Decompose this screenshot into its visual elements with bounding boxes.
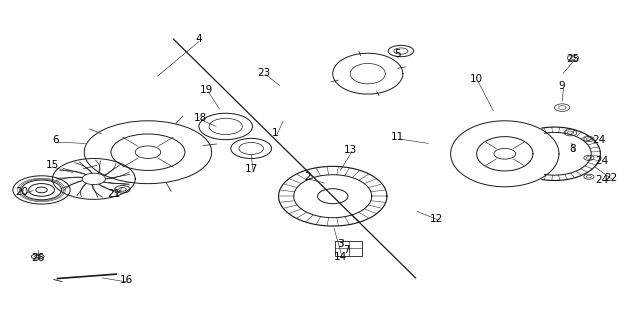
Text: 17: 17: [244, 164, 258, 173]
Text: 26: 26: [31, 253, 44, 263]
Text: 1: 1: [272, 128, 278, 138]
Text: 19: 19: [200, 85, 213, 95]
Text: 24: 24: [595, 175, 608, 185]
Text: 8: 8: [570, 144, 576, 154]
Bar: [335, 241, 362, 256]
Text: 9: 9: [559, 81, 566, 91]
Text: 24: 24: [595, 156, 608, 166]
Text: 12: 12: [429, 214, 443, 224]
Text: 14: 14: [334, 251, 347, 262]
Text: 11: 11: [391, 132, 404, 142]
Text: 2: 2: [304, 172, 310, 182]
Text: 6: 6: [52, 135, 59, 145]
Text: 4: 4: [196, 34, 202, 44]
Text: 24: 24: [592, 135, 605, 145]
Text: 13: 13: [343, 145, 356, 155]
Text: 25: 25: [566, 54, 580, 64]
Text: 5: 5: [394, 49, 401, 59]
Text: 7: 7: [344, 245, 350, 255]
Text: 3: 3: [337, 239, 344, 249]
Text: 22: 22: [605, 173, 618, 183]
Text: 15: 15: [45, 160, 59, 171]
Text: 10: 10: [470, 74, 483, 84]
Text: 16: 16: [120, 275, 134, 285]
Text: 20: 20: [15, 187, 28, 197]
Text: 23: 23: [257, 68, 271, 78]
Text: 21: 21: [108, 189, 121, 199]
Text: 18: 18: [193, 113, 207, 123]
